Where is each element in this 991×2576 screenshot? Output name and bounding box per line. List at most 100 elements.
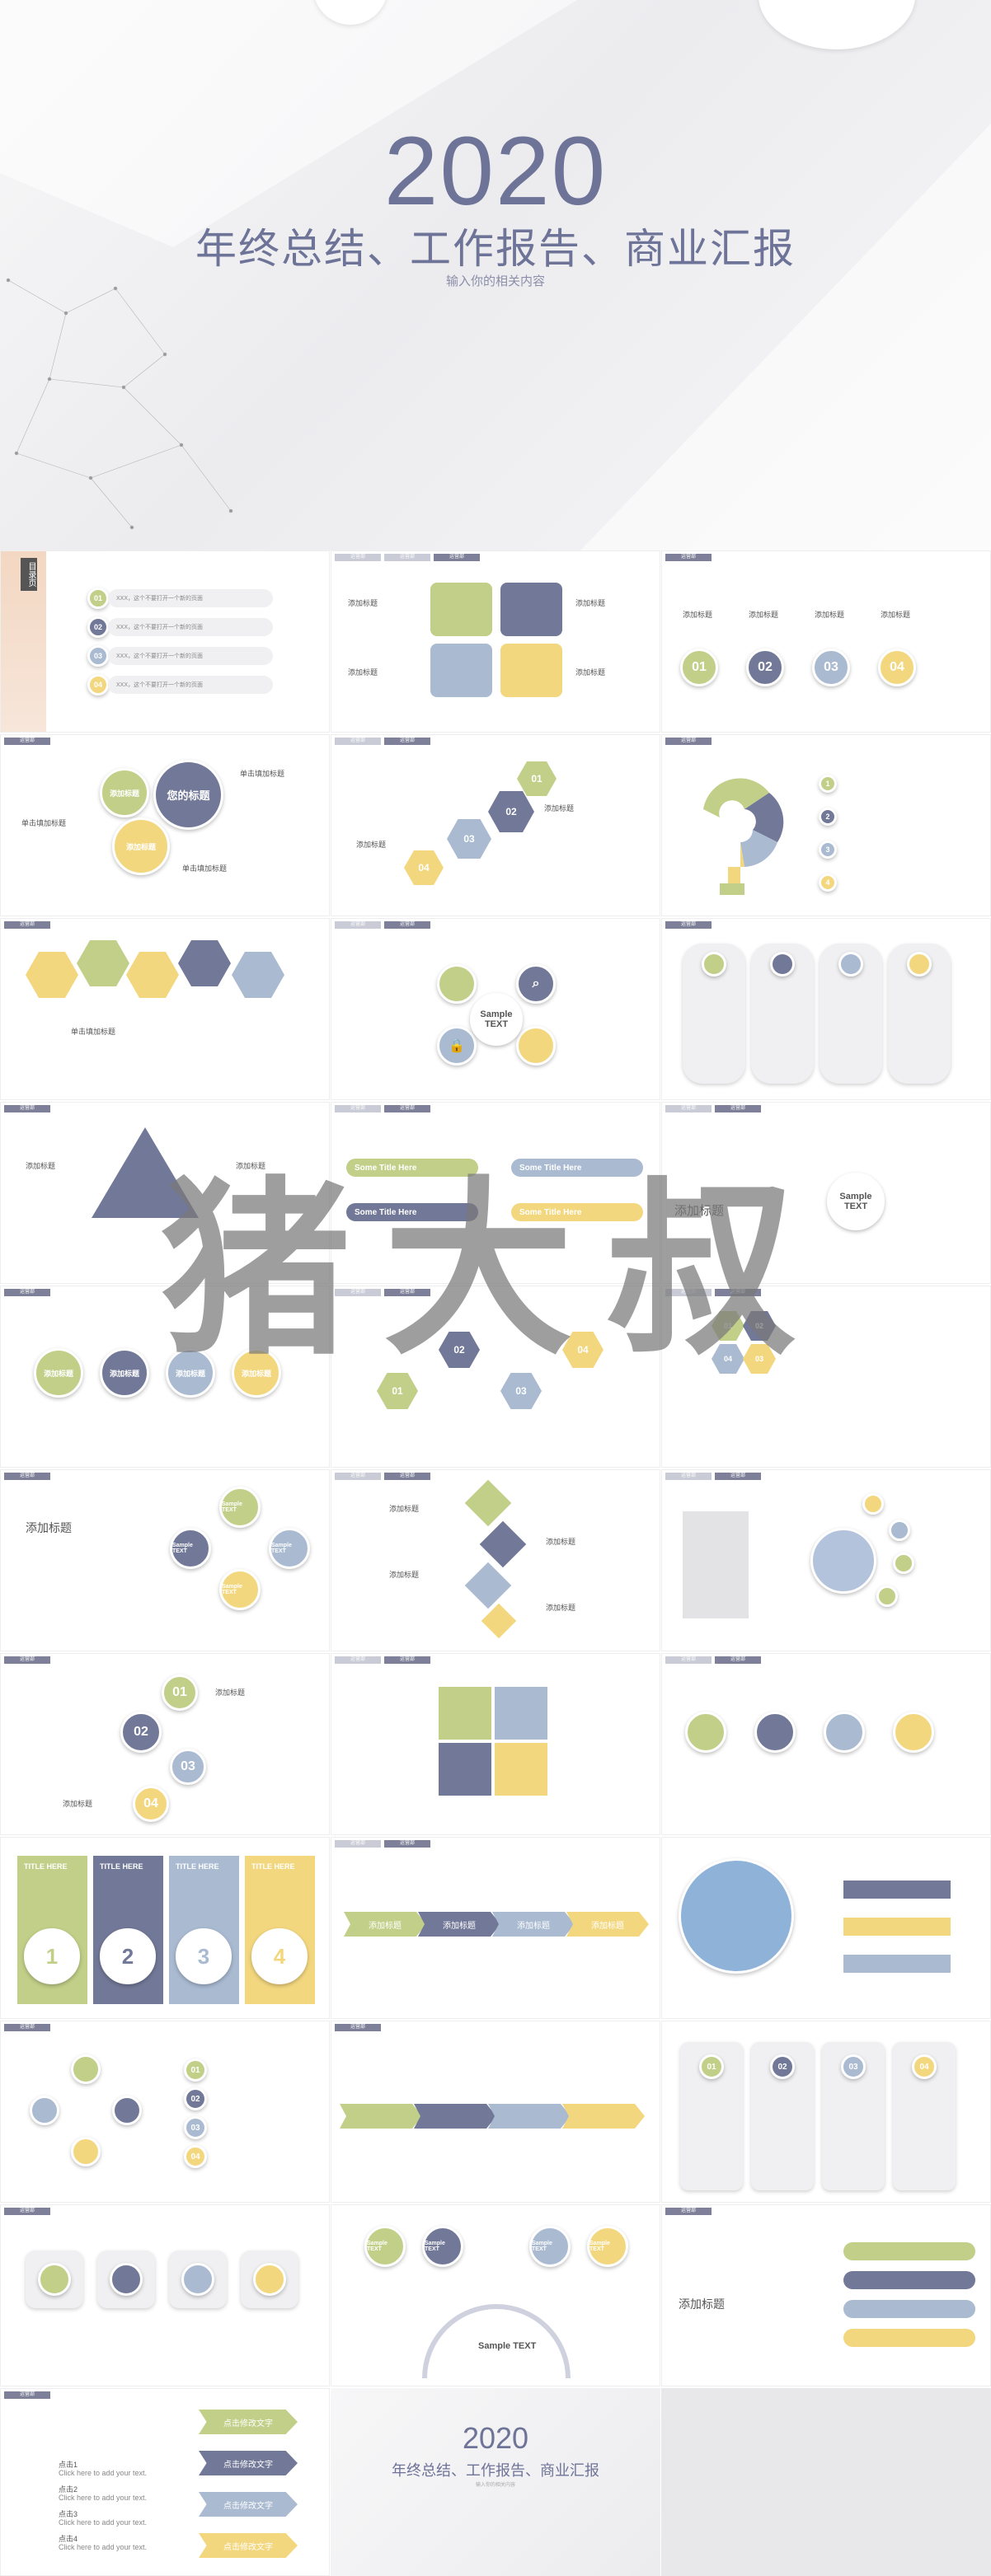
list-desc-4: Click here to add your text. — [59, 2543, 148, 2551]
slide-tag: 运营部 — [4, 921, 50, 929]
label: 添加标题 — [348, 599, 378, 607]
some-title-bar-2[interactable]: Some Title Here — [511, 1159, 643, 1177]
step-3[interactable]: 03 — [812, 649, 850, 686]
avatar-icon — [838, 952, 863, 977]
toc-item-1[interactable]: XXX，这个不要打开一个新的页面 — [108, 589, 273, 607]
ending-slide[interactable]: 2020 年终总结、工作报告、商业汇报 输入你的相关内容 — [331, 2388, 660, 2576]
slide-triangle[interactable]: 运营部 添加标题 添加标题 — [0, 1102, 330, 1284]
icon-circle — [889, 1520, 910, 1541]
cover-slide: 2020 年终总结、工作报告、商业汇报 输入你的相关内容 — [0, 0, 991, 550]
slide-click-list[interactable]: 运营部 点击1 Click here to add your text. 点击2… — [0, 2388, 330, 2576]
slide-pill-list[interactable]: 运营部 添加标题 — [661, 2204, 991, 2386]
slide-tag: 运营部 — [4, 1473, 50, 1480]
ribbon-4 — [562, 2104, 645, 2129]
slide-sample-text-flower[interactable]: 运营部 添加标题 Sample TEXT Sample TEXT Sample … — [0, 1469, 330, 1651]
slide-question-mark[interactable]: 运营部 1 2 3 4 — [661, 734, 991, 916]
slide-tag: 运营部 — [665, 554, 712, 561]
slide-diamond-sample[interactable]: 运营部 运营部 添加标题 Sample TEXT — [661, 1102, 991, 1284]
circle-02: 02 — [120, 1712, 162, 1753]
team-photo — [679, 1858, 794, 1974]
icon-circle — [862, 1493, 884, 1515]
slide-tag: 运营部 — [4, 738, 50, 745]
slide-hexagons[interactable]: 运营部 运营部 02 01 03 04 添加标题 添加标题 — [331, 734, 660, 916]
your-title-circle: 您的标题 — [153, 760, 223, 830]
weibo-icon — [685, 1712, 726, 1753]
cover-year: 2020 — [383, 117, 608, 226]
step-label: 添加标题 — [815, 611, 845, 619]
toc-item-4[interactable]: XXX，这个不要打开一个新的页面 — [108, 676, 273, 694]
slide-stacked-circles[interactable]: 运营部 01 02 03 04 添加标题 添加标题 — [0, 1653, 330, 1835]
click-arrow-1: 点击修改文字 — [199, 2410, 298, 2434]
chat-icon — [181, 2263, 214, 2296]
hex-04: 04 — [712, 1344, 744, 1374]
slide-avatar-cards[interactable]: 运营部 — [661, 918, 991, 1100]
step-1[interactable]: 01 — [680, 649, 718, 686]
slide-steps[interactable]: 运营部 添加标题 添加标题 添加标题 添加标题 01 02 03 04 — [661, 550, 991, 733]
some-title-bar-3[interactable]: Some Title Here — [346, 1203, 478, 1221]
slide-tag: 运营部 — [335, 1289, 381, 1296]
slide-hex-text[interactable]: 运营部 单击填加标题 — [0, 918, 330, 1100]
slide-ribbon-arrows[interactable]: 运营部 — [331, 2021, 660, 2203]
search-icon: ⌕ — [516, 964, 556, 1004]
slide-tall-cards[interactable]: 01 02 03 04 — [661, 2021, 991, 2203]
slide-tag: 运营部 — [384, 738, 430, 745]
sample-text-center: Sample TEXT — [470, 993, 523, 1046]
slide-sample-text-cross[interactable]: 运营部 运营部 ⌕ 🔒 Sample TEXT — [331, 918, 660, 1100]
list-desc-2: Click here to add your text. — [59, 2494, 148, 2502]
slide-chevrons[interactable]: 运营部 运营部 添加标题 添加标题 添加标题 添加标题 — [331, 1837, 660, 2019]
label: 添加标题 — [348, 668, 378, 677]
step-2[interactable]: 02 — [746, 649, 784, 686]
slide-toc[interactable]: 目录页 01 XXX，这个不要打开一个新的页面 02 XXX，这个不要打开一个新… — [0, 550, 330, 733]
slide-diamond-icons-2[interactable]: 运营部 01 02 03 04 — [0, 2021, 330, 2203]
slide-tag: 运营部 — [335, 1656, 381, 1664]
slide-leaf-circles[interactable]: 运营部 添加标题 添加标题 添加标题 添加标题 — [0, 1286, 330, 1468]
ending-year: 2020 — [462, 2421, 529, 2455]
toc-num-1: 01 — [87, 588, 109, 609]
slide-handshake[interactable]: 运营部 运营部 — [661, 1469, 991, 1651]
slide-tag: 运营部 — [715, 1473, 761, 1480]
slide-sport-grid[interactable]: 运营部 运营部 — [331, 1653, 660, 1835]
circle: 添加标题 — [166, 1348, 215, 1398]
step-label: 添加标题 — [749, 611, 779, 619]
some-title-bar-1[interactable]: Some Title Here — [346, 1159, 478, 1177]
slide-some-title[interactable]: 运营部 运营部 Some Title Here Some Title Here … — [331, 1102, 660, 1284]
num-2: 2 — [819, 808, 837, 826]
slide-icon-circles-row[interactable]: 运营部 运营部 — [661, 1653, 991, 1835]
circle: 添加标题 — [232, 1348, 281, 1398]
hex-02: 02 — [439, 1332, 480, 1368]
slide-your-title[interactable]: 运营部 添加标题 您的标题 添加标题 单击填加标题 单击填加标题 单击填加标题 — [0, 734, 330, 916]
slide-tag: 运营部 — [384, 1105, 430, 1112]
slide-diamonds-4[interactable]: 运营部 运营部 01 02 04 03 — [661, 1286, 991, 1468]
slide-business-team[interactable] — [661, 1837, 991, 2019]
circle: Sample TEXT — [422, 2226, 463, 2267]
num-01: 01 — [699, 2054, 724, 2079]
toc-item-2[interactable]: XXX，这个不要打开一个新的页面 — [108, 618, 273, 636]
slide-sample-arch[interactable]: Sample TEXT Sample TEXT Sample TEXT Samp… — [331, 2204, 660, 2386]
quad-blue — [430, 644, 492, 697]
hex-01: 01 — [377, 1373, 418, 1409]
click-arrow-3: 点击修改文字 — [199, 2492, 298, 2517]
label: 添加标题 — [679, 2297, 725, 2311]
slide-hex-02-04[interactable]: 运营部 运营部 01 02 03 04 — [331, 1286, 660, 1468]
toc-item-3[interactable]: XXX，这个不要打开一个新的页面 — [108, 647, 273, 665]
slide-rounded-squares[interactable]: 运营部 — [0, 2204, 330, 2386]
ribbon-1 — [340, 2104, 422, 2129]
diamond-yellow — [481, 1603, 517, 1639]
label: 添加标题 — [236, 1162, 266, 1170]
handshake-photo — [810, 1528, 876, 1594]
icon-circle — [876, 1585, 898, 1607]
toc-num-4: 04 — [87, 674, 109, 696]
slide-tag: 运营部 — [335, 1105, 381, 1112]
slide-title-here[interactable]: TITLE HERE TITLE HERE TITLE HERE TITLE H… — [0, 1837, 330, 2019]
circle-03: 03 — [170, 1749, 206, 1785]
label-bar — [843, 1880, 951, 1899]
slide-diamond-icons[interactable]: 运营部 运营部 添加标题 添加标题 添加标题 添加标题 — [331, 1469, 660, 1651]
list-label-3: 点击3 — [59, 2510, 78, 2518]
slide-quad-arrows[interactable]: 运营部 运营部 运营部 添加标题 添加标题 添加标题 添加标题 — [331, 550, 660, 733]
label: 添加标题 — [389, 1505, 420, 1513]
ending-subtitle: 年终总结、工作报告、商业汇报 — [392, 2462, 599, 2479]
step-4[interactable]: 04 — [878, 649, 916, 686]
slide-tag: 运营部 — [4, 2024, 50, 2031]
some-title-bar-4[interactable]: Some Title Here — [511, 1203, 643, 1221]
label: 添加标题 — [63, 1800, 93, 1808]
